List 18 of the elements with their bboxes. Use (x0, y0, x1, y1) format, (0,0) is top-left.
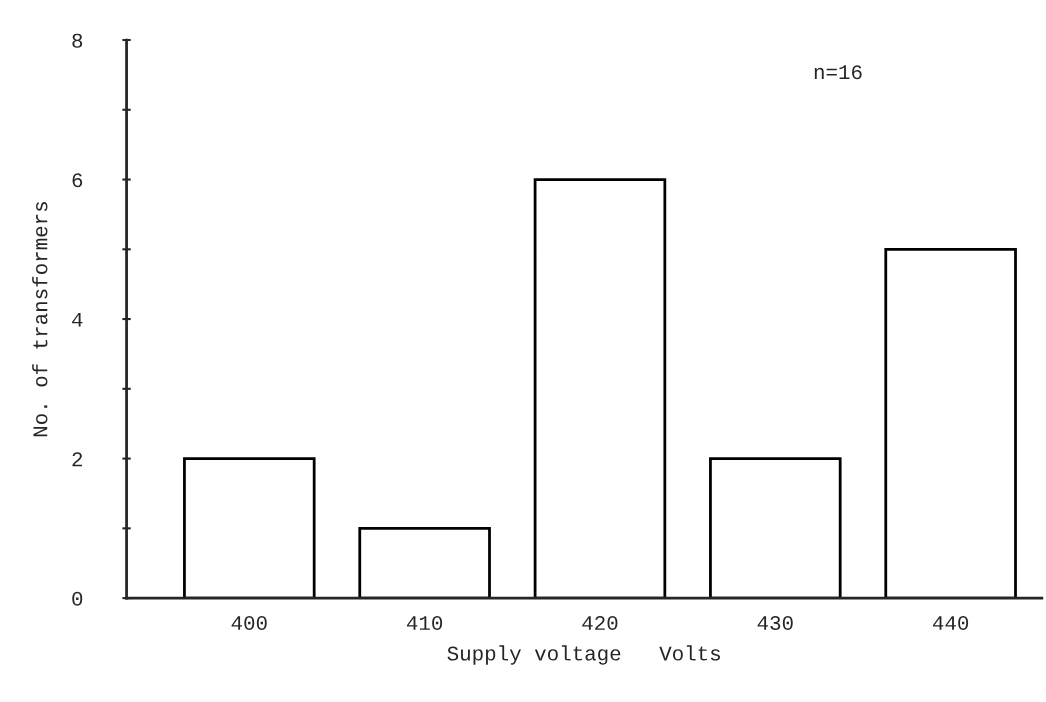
y-tick-label: 0 (72, 591, 83, 606)
annotation: n=16 (814, 65, 862, 80)
bar (183, 457, 316, 599)
x-axis-title: Supply voltage Volts (447, 645, 720, 665)
y-tick-label: 2 (72, 452, 83, 467)
x-tick-label: 400 (231, 615, 267, 631)
y-tick-label: 6 (72, 173, 83, 188)
x-tick-label: 410 (406, 615, 443, 631)
bar (884, 247, 1017, 599)
x-tick-label: 420 (582, 615, 618, 631)
y-tick-label: 8 (72, 33, 83, 48)
bar (533, 178, 667, 599)
bar (709, 457, 842, 599)
x-tick-label: 430 (757, 615, 793, 631)
y-tick-label: 4 (72, 312, 83, 327)
x-tick-label: 440 (932, 615, 969, 631)
bar (358, 526, 491, 599)
y-axis-title: No. of transformers (32, 202, 48, 437)
